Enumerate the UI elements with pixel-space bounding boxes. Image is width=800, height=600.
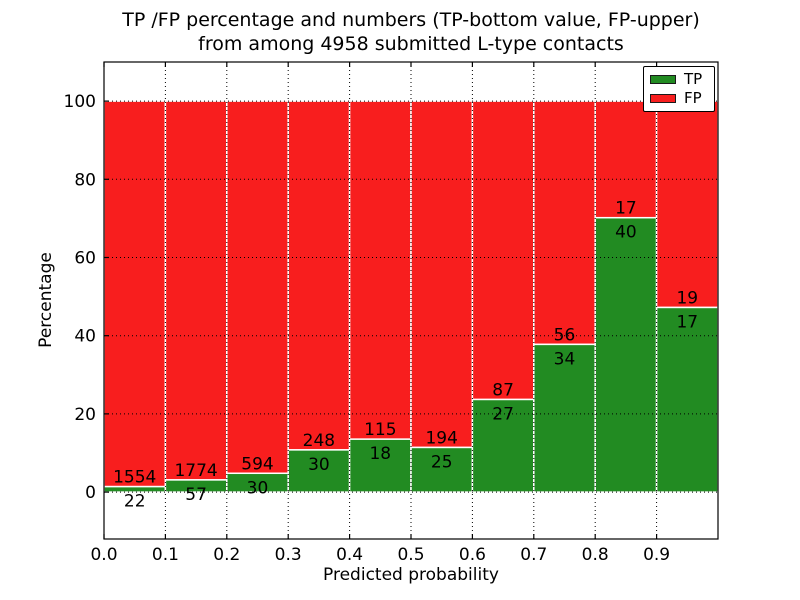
x-tick-label: 0.5 (397, 545, 424, 565)
fp-count-label: 1554 (113, 468, 156, 488)
fp-count-label: 1774 (174, 461, 217, 481)
legend-item-tp: TP (650, 72, 708, 87)
chart-title-line2: from among 4958 submitted L-type contact… (198, 33, 624, 55)
fp-bar-segment (410, 100, 474, 449)
fp-bar-segment (348, 100, 412, 440)
chart-title-line1: TP /FP percentage and numbers (TP-bottom… (122, 9, 700, 31)
tp-bar-segment (655, 306, 719, 493)
y-tick-label: 40 (74, 327, 96, 347)
legend: TP FP (643, 66, 715, 112)
fp-count-label: 19 (676, 288, 698, 308)
tp-count-label: 22 (124, 492, 146, 512)
tp-count-label: 18 (369, 444, 391, 464)
fp-count-label: 17 (615, 199, 637, 219)
tp-count-label: 34 (554, 349, 576, 369)
tp-bar-segment (533, 343, 596, 493)
x-tick-label: 0.1 (152, 545, 179, 565)
fp-count-label: 87 (492, 380, 514, 400)
legend-item-fp: FP (650, 91, 708, 106)
tp-bar-segment (287, 449, 351, 493)
chart-title: TP /FP percentage and numbers (TP-bottom… (104, 8, 718, 56)
tp-count-label: 57 (185, 485, 207, 505)
tp-legend-swatch (650, 75, 676, 84)
fp-bar-segment (103, 100, 167, 488)
fp-bar-segment (226, 100, 289, 475)
tp-count-label: 17 (676, 312, 698, 332)
fp-count-label: 194 (425, 428, 457, 448)
x-tick-label: 0.6 (459, 545, 486, 565)
fp-legend-swatch (650, 94, 676, 103)
fp-bar-segment (655, 100, 719, 309)
y-tick-label: 80 (74, 170, 96, 190)
x-tick-label: 0.2 (213, 545, 240, 565)
x-tick-label: 0.8 (582, 545, 609, 565)
fp-bar-segment (471, 100, 535, 401)
tp-count-label: 27 (492, 404, 514, 424)
y-tick-label: 60 (74, 248, 96, 268)
fp-count-label: 56 (554, 325, 576, 345)
x-tick-label: 0.7 (520, 545, 547, 565)
tp-count-label: 25 (431, 452, 453, 472)
x-tick-label: 0.3 (275, 545, 302, 565)
fp-count-label: 594 (241, 454, 273, 474)
y-tick-label: 0 (85, 483, 96, 503)
tp-count-label: 40 (615, 223, 637, 243)
x-axis-label: Predicted probability (323, 565, 499, 585)
tp-bar-segment (594, 216, 658, 493)
fp-count-label: 115 (364, 420, 396, 440)
fp-bar-segment (164, 100, 228, 481)
tp-legend-label: TP (684, 70, 703, 88)
fp-count-label: 248 (303, 431, 335, 451)
tp-bar-segment (471, 398, 535, 493)
y-tick-label: 20 (74, 405, 96, 425)
fp-bar-segment (287, 100, 351, 451)
tp-count-label: 30 (247, 478, 269, 498)
fp-legend-label: FP (684, 89, 702, 107)
y-tick-label: 100 (64, 92, 96, 112)
tp-count-label: 30 (308, 455, 330, 475)
x-tick-label: 0.4 (336, 545, 363, 565)
x-tick-label: 0.0 (90, 545, 117, 565)
fp-bar-segment (533, 100, 596, 346)
x-tick-label: 0.9 (643, 545, 670, 565)
